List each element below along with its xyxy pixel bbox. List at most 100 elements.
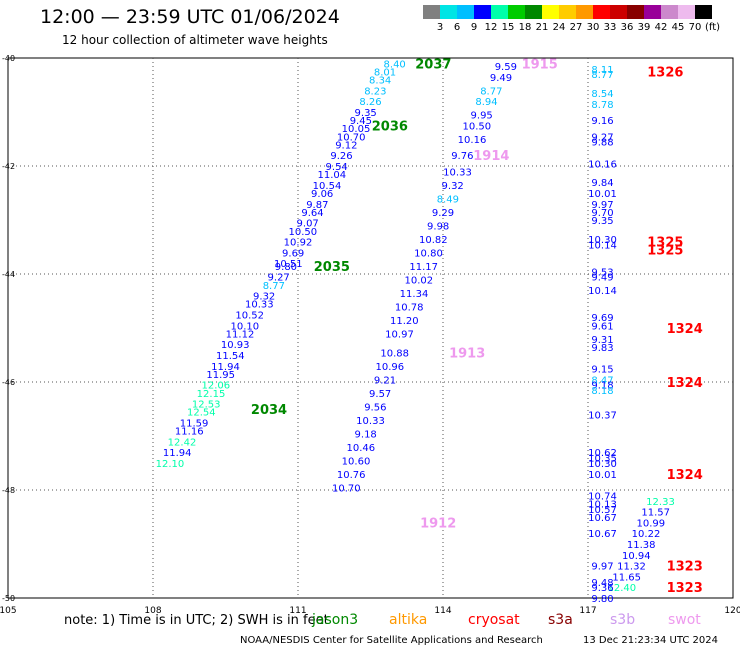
data-point-value: 9.61: [591, 321, 613, 332]
legend-entry-jason3: jason3: [312, 612, 359, 628]
legend-entry-s3a: s3a: [548, 612, 573, 628]
data-point-value: 8.77: [480, 86, 502, 97]
data-point-value: 11.57: [641, 508, 670, 519]
colorbar-tick-label: 3: [436, 22, 444, 33]
page-title: 12:00 — 23:59 UTC 01/06/2024: [40, 6, 340, 28]
colorbar-swatch: [576, 5, 593, 19]
data-point-value: 9.80: [591, 594, 613, 605]
data-point-value: 12.42: [168, 437, 197, 448]
pass-time-label: 2035: [314, 260, 350, 275]
colorbar-tick-label: 15: [501, 22, 515, 33]
pass-time-label: 1325: [647, 244, 683, 259]
data-point-value: 9.15: [591, 365, 613, 376]
data-point-value: 12.53: [192, 400, 221, 411]
credit-text: NOAA/NESDIS Center for Satellite Applica…: [240, 635, 543, 646]
data-point-value: 9.84: [591, 178, 613, 189]
data-point-value: 10.74: [588, 491, 617, 502]
data-point-value: 10.50: [289, 227, 318, 238]
colorbar-swatch: [474, 5, 491, 19]
data-point-value: 8.26: [359, 97, 381, 108]
x-tick-label: 114: [434, 606, 451, 616]
colorbar-tick-label: 39: [637, 22, 651, 33]
pass-time-label: 1325: [647, 236, 683, 251]
data-point-value: 8.77: [263, 281, 285, 292]
data-point-value: 9.95: [471, 111, 493, 122]
data-point-value: 9.27: [591, 132, 613, 143]
data-point-value: 11.12: [226, 329, 255, 340]
data-point-value: 8.94: [475, 97, 497, 108]
data-point-value: 9.98: [427, 221, 449, 232]
legend-entry-s3b: s3b: [610, 612, 636, 628]
data-point-value: 10.78: [395, 302, 424, 313]
x-tick-label: 111: [289, 606, 306, 616]
data-point-value: 9.69: [282, 248, 304, 259]
data-point-value: 9.12: [335, 140, 357, 151]
plot-frame: [7, 57, 734, 599]
data-point-value: 10.92: [284, 238, 313, 249]
data-point-value: 10.30: [588, 459, 617, 470]
data-point-value: 9.48: [591, 578, 613, 589]
data-point-value: 9.16: [591, 116, 613, 127]
data-point-value: 9.27: [268, 273, 290, 284]
data-point-value: 10.51: [274, 259, 303, 270]
pass-time-label: 1915: [522, 57, 558, 72]
data-point-value: 9.97: [591, 562, 613, 573]
data-point-value: 10.60: [342, 456, 371, 467]
data-point-value: 10.33: [356, 416, 385, 427]
colorbar-swatch: [661, 5, 678, 19]
data-point-value: 8.01: [374, 68, 396, 79]
data-point-value: 8.49: [437, 194, 459, 205]
data-point-value: 9.26: [330, 151, 352, 162]
data-point-value: 9.70: [591, 208, 613, 219]
colorbar-swatch: [610, 5, 627, 19]
data-point-value: 11.17: [409, 262, 438, 273]
data-point-value: 8.77: [591, 70, 613, 81]
colorbar-tick-label: 6: [453, 22, 461, 33]
colorbar-tick-label: 30: [586, 22, 600, 33]
colorbar-swatch: [525, 5, 542, 19]
pass-time-label: 1323: [667, 581, 703, 596]
data-point-value: 9.31: [591, 335, 613, 346]
data-point-value: 11.54: [216, 351, 245, 362]
note-text: note: 1) Time is in UTC; 2) SWH is in fe…: [64, 613, 329, 628]
data-point-value: 10.35: [588, 454, 617, 465]
data-point-value: 9.45: [350, 116, 372, 127]
data-point-value: 10.33: [245, 300, 274, 311]
colorbar-tick-label: 21: [535, 22, 549, 33]
data-point-value: 11.65: [612, 572, 641, 583]
data-point-value: 8.40: [384, 59, 406, 70]
data-point-value: 8.47: [591, 375, 613, 386]
data-point-value: 8.34: [369, 76, 391, 87]
data-point-value: 10.02: [405, 275, 434, 286]
data-point-value: 10.80: [414, 248, 443, 259]
data-point-value: 11.04: [318, 170, 347, 181]
y-tick-label: -48: [2, 486, 15, 495]
x-tick-label: 117: [579, 606, 596, 616]
colorbar-swatch: [542, 5, 559, 19]
data-point-value: 10.96: [376, 362, 405, 373]
data-point-value: 9.29: [432, 208, 454, 219]
data-point-value: 10.52: [235, 311, 264, 322]
data-point-value: 11.59: [180, 419, 209, 430]
colorbar-swatch: [440, 5, 457, 19]
data-point-value: 11.95: [206, 370, 235, 381]
data-point-value: 10.22: [632, 529, 661, 540]
colorbar-swatch: [423, 5, 440, 19]
data-point-value: 9.57: [369, 389, 391, 400]
pass-time-label: 1326: [647, 66, 683, 81]
data-point-value: 9.69: [591, 313, 613, 324]
colorbar-swatch: [457, 5, 474, 19]
data-point-value: 10.50: [463, 122, 492, 133]
data-point-value: 10.88: [380, 348, 409, 359]
data-point-value: 11.16: [175, 427, 204, 438]
data-point-value: 11.94: [211, 362, 240, 373]
data-point-value: 10.76: [337, 470, 366, 481]
data-point-value: 8.54: [591, 89, 613, 100]
data-point-value: 8.11: [591, 65, 613, 76]
data-point-value: 9.87: [306, 200, 328, 211]
colorbar-tick-label: 42: [654, 22, 668, 33]
data-point-value: 11.20: [390, 316, 419, 327]
y-tick-label: -40: [2, 54, 15, 63]
colorbar-tick-label: 9: [470, 22, 478, 33]
data-point-value: 9.07: [297, 219, 319, 230]
